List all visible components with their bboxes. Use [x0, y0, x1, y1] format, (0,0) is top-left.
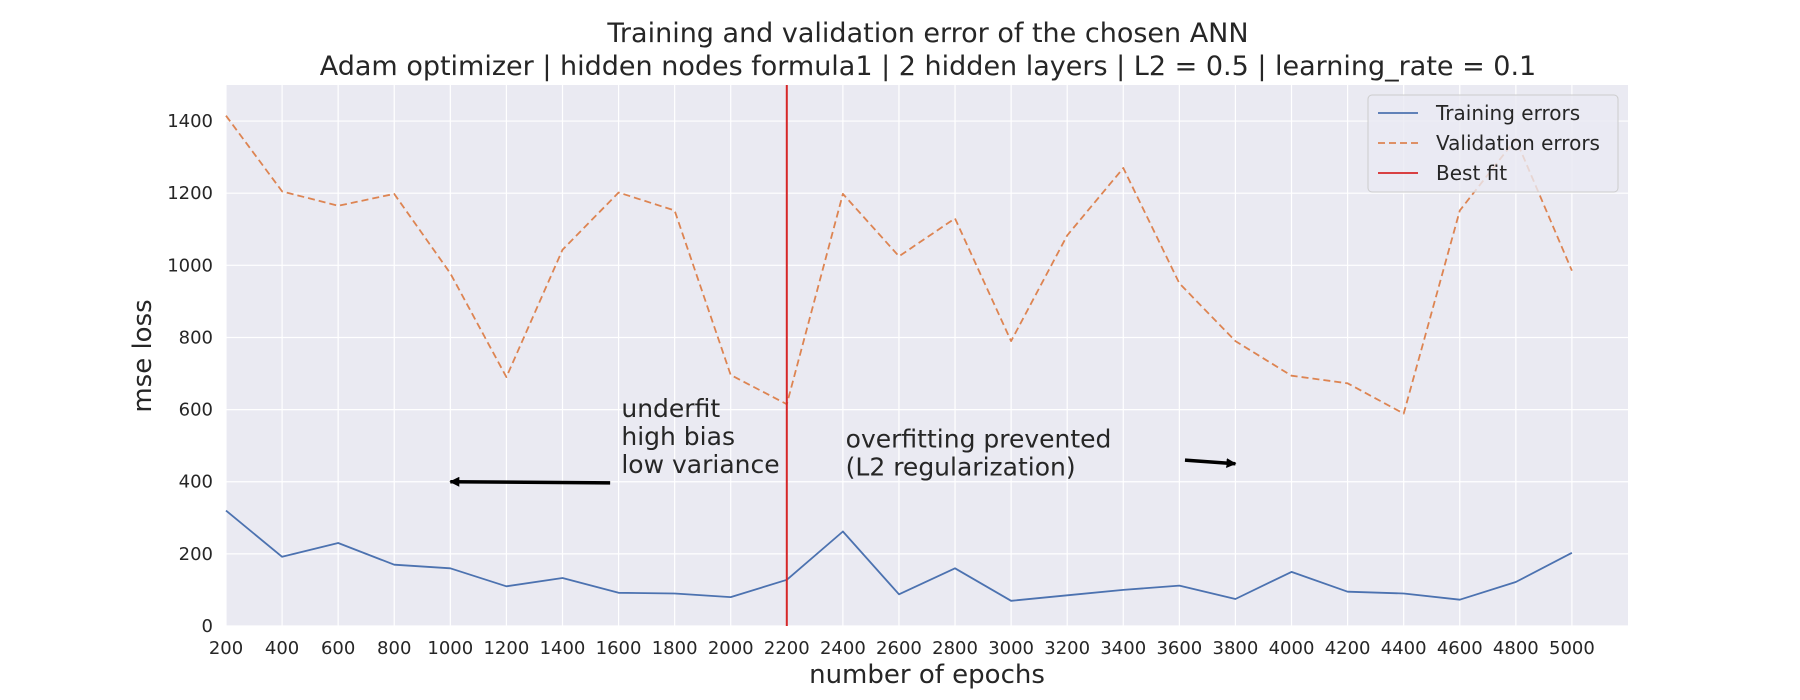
legend-entry: Validation errors: [1436, 131, 1600, 155]
x-tick-label: 2200: [764, 638, 810, 659]
y-tick-labels: 0 200 400 600 800 1000 1200 1400: [167, 111, 213, 637]
y-tick-label: 0: [202, 616, 213, 637]
x-tick-label: 400: [265, 638, 299, 659]
y-tick-label: 1400: [167, 111, 213, 132]
annotation-text: underfit: [621, 394, 720, 423]
annotation-arrow: [449, 476, 611, 487]
x-axis-label: number of epochs: [809, 660, 1045, 690]
y-tick-label: 200: [179, 544, 213, 565]
x-tick-label: 4800: [1493, 638, 1539, 659]
x-tick-label: 2000: [708, 638, 754, 659]
annotation-text: low variance: [621, 450, 779, 479]
y-tick-label: 800: [179, 327, 213, 348]
x-tick-label: 3200: [1044, 638, 1090, 659]
annotation-arrow: [1184, 458, 1237, 469]
y-axis-label: mse loss: [128, 299, 158, 412]
x-tick-label: 4600: [1437, 638, 1483, 659]
annotation-text: (L2 regularization): [846, 452, 1076, 481]
legend: Training errors Validation errors Best fit: [1367, 94, 1619, 193]
x-tick-labels: 200 400 600 800 1000 1200 1400 1600 1800 2000 2200…: [209, 638, 1595, 659]
x-tick-label: 3000: [988, 638, 1034, 659]
x-tick-label: 1000: [427, 638, 473, 659]
series-line-training-errors: [225, 509, 1573, 602]
x-tick-label: 1200: [483, 638, 529, 659]
x-tick-label: 5000: [1549, 638, 1595, 659]
x-tick-label: 3400: [1100, 638, 1146, 659]
series-line-validation-errors: [225, 115, 1573, 415]
x-tick-label: 600: [321, 638, 355, 659]
x-tick-label: 4000: [1269, 638, 1315, 659]
legend-box: [1367, 94, 1619, 193]
x-tick-label: 1800: [652, 638, 698, 659]
x-tick-label: 200: [209, 638, 243, 659]
series-group: [225, 115, 1573, 602]
annotation-text: overfitting prevented: [846, 424, 1112, 453]
x-tick-label: 4400: [1381, 638, 1427, 659]
x-tick-label: 800: [377, 638, 411, 659]
x-tick-label: 1400: [540, 638, 586, 659]
y-tick-label: 600: [179, 400, 213, 421]
x-tick-label: 1600: [596, 638, 642, 659]
x-tick-label: 2600: [876, 638, 922, 659]
x-tick-label: 4200: [1325, 638, 1371, 659]
annotation-text: high bias: [621, 422, 735, 451]
y-tick-label: 1200: [167, 183, 213, 204]
y-tick-label: 1000: [167, 255, 213, 276]
chart-title: Training and validation error of the cho…: [606, 18, 1248, 49]
x-tick-label: 2800: [932, 638, 978, 659]
legend-entry: Best fit: [1436, 161, 1507, 185]
x-tick-label: 3800: [1213, 638, 1259, 659]
x-tick-label: 3600: [1156, 638, 1202, 659]
x-tick-label: 2400: [820, 638, 866, 659]
chart-subtitle: Adam optimizer | hidden nodes formula1 |…: [320, 51, 1537, 82]
y-tick-label: 400: [179, 472, 213, 493]
legend-entry: Training errors: [1435, 101, 1580, 125]
